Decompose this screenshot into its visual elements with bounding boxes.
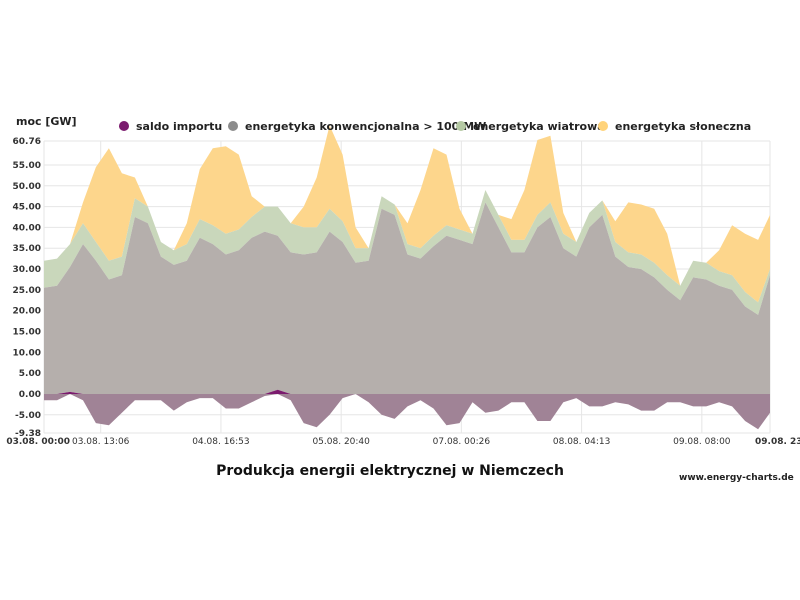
legend-label: saldo importu: [136, 120, 222, 133]
legend-label: energetyka wiatrowa: [473, 120, 605, 133]
x-tick-label: 09.08. 08:00: [673, 437, 731, 447]
legend-label: energetyka słoneczna: [615, 120, 751, 133]
x-tick-label: 03.08. 13:06: [72, 437, 130, 447]
legend-marker: [598, 121, 608, 131]
y-tick-label: -9.38: [15, 429, 41, 439]
legend-marker: [456, 121, 466, 131]
x-tick-label: 08.08. 04:13: [553, 437, 610, 447]
y-tick-label: 10.00: [13, 348, 41, 358]
legend-marker: [228, 121, 238, 131]
x-tick-label: 07.08. 00:26: [433, 437, 491, 447]
y-tick-label: 30.00: [13, 265, 41, 275]
y-tick-label: 15.00: [13, 328, 41, 338]
y-tick-label: 40.00: [13, 223, 41, 233]
series-area-wind: [44, 190, 770, 315]
legend-label: energetyka konwencjonalna > 100 MW: [245, 120, 486, 133]
series-area-import-negative: [44, 394, 770, 430]
y-tick-label: 45.00: [13, 203, 41, 213]
x-tick-label: 04.08. 16:53: [192, 437, 249, 447]
y-tick-label: 55.00: [13, 161, 41, 171]
series-area-solar: [44, 125, 770, 303]
y-tick-label: -5.00: [15, 411, 41, 421]
chart-title: Produkcja energii elektrycznej w Niemcze…: [216, 463, 564, 479]
y-tick-label: 35.00: [13, 244, 41, 254]
y-tick-label: 60.76: [13, 137, 41, 147]
y-tick-label: 5.00: [19, 369, 41, 379]
series-area-conventional: [44, 202, 770, 394]
y-tick-label: 0.00: [19, 390, 41, 400]
y-tick-label: 25.00: [13, 286, 41, 296]
y-tick-label: 20.00: [13, 307, 41, 317]
source-label: www.energy-charts.de: [679, 473, 794, 483]
x-tick-label: 03.08. 00:00: [6, 437, 70, 447]
x-tick-label: 09.08. 23:45: [755, 437, 800, 447]
legend-marker: [119, 121, 129, 131]
x-tick-label: 05.08. 20:40: [312, 437, 370, 447]
y-tick-label: 50.00: [13, 182, 41, 192]
y-axis-label: moc [GW]: [16, 115, 77, 128]
